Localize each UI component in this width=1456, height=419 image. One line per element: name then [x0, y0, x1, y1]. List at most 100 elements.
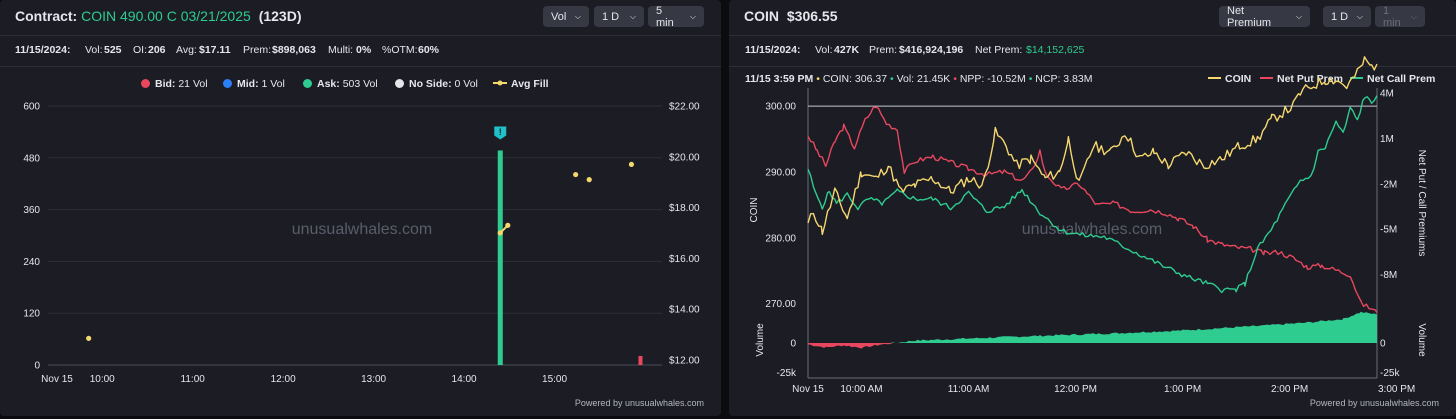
volume-bar — [497, 150, 503, 365]
volume-tick-label: 0 — [790, 339, 796, 350]
legend-noside-value: 0 Vol — [454, 78, 478, 90]
volume-tick-label: -25k — [777, 368, 797, 379]
call-line-icon — [1350, 77, 1363, 79]
y-axis-title: COIN — [749, 198, 760, 223]
interval-select-label: 5 min — [656, 4, 674, 29]
y-axis-tick-label: 270.00 — [765, 299, 796, 310]
x-axis-tick-label: 2:00 PM — [1271, 384, 1308, 395]
net-premium-header: COIN $306.55 Net Premium ⌵ 1 D ⌵ 1 min ⌵ — [729, 0, 1456, 33]
chevron-down-icon: ⌵ — [1356, 11, 1363, 21]
range-select-label: 1 D — [602, 10, 620, 23]
legend-noside-label: No Side: — [409, 78, 452, 90]
y-axis-tick-label: 0 — [34, 361, 40, 372]
stats-prem: $898,063 — [272, 44, 316, 56]
chevron-down-icon: ⌵ — [689, 11, 696, 21]
x-axis-tick-label: 13:00 — [361, 374, 386, 385]
tooltip-sep-icon: • — [1028, 73, 1033, 85]
legend-put-label: Net Put Prem — [1277, 73, 1343, 85]
contract-label: Contract: — [15, 8, 78, 24]
avg-fill-point — [505, 222, 511, 228]
watermark: unusualwhales.com — [1022, 221, 1163, 238]
volume-area-negative — [808, 343, 1377, 349]
option-flow-panel: Contract: COIN 490.00 C 03/21/2025 (123D… — [0, 0, 721, 416]
legend-call-label: Net Call Prem — [1367, 73, 1436, 85]
stats-oi-label: OI: — [133, 44, 148, 56]
y-axis-tick-label: 240 — [23, 257, 40, 268]
legend-bid[interactable]: Bid: 21 Vol — [141, 78, 208, 90]
legend-bid-value: 21 Vol — [178, 78, 208, 90]
contract-name[interactable]: COIN 490.00 C 03/21/2025 — [81, 8, 251, 24]
ticker-title: COIN $306.55 — [744, 8, 838, 24]
stats-prem: $416,924,196 — [899, 44, 964, 56]
coin-line-icon — [1208, 77, 1221, 79]
legend-coin-label: COIN — [1225, 73, 1252, 85]
avg-fill-point — [86, 335, 92, 341]
hover-tooltip: 11/15 3:59 PM • COIN: 306.37 • Vol: 21.4… — [745, 73, 1092, 85]
volume-tick-label: -25k — [1380, 368, 1400, 379]
x-axis-tick-label: 10:00 — [90, 374, 115, 385]
y2-axis-tick-label: $14.00 — [669, 305, 700, 316]
ticker-stats-bar: 11/15/2024: Vol: 427K Prem: $416,924,196… — [729, 35, 1456, 67]
x-axis-tick-label: 14:00 — [452, 374, 477, 385]
x-axis-tick-label: 15:00 — [542, 374, 567, 385]
stats-vol: 427K — [834, 44, 860, 56]
volume-tick-label: 0 — [1380, 339, 1386, 350]
legend-put[interactable]: Net Put Prem — [1260, 73, 1343, 85]
legend-noside[interactable]: No Side: 0 Vol — [395, 78, 478, 90]
alert-marker-icon — [494, 126, 507, 140]
chevron-down-icon: ⌵ — [574, 11, 581, 21]
metric-select-label: Vol — [551, 10, 567, 23]
y2-axis-tick-label: $18.00 — [669, 203, 700, 214]
y-axis-tick-label: 360 — [23, 205, 40, 216]
y2-axis-tick-label: $22.00 — [669, 102, 700, 113]
watermark: unusualwhales.com — [292, 221, 433, 238]
volume-bar — [638, 355, 643, 365]
y-axis-tick-label: 120 — [23, 309, 40, 320]
x-axis-tick-label: 1:00 PM — [1164, 384, 1201, 395]
volume-area-positive — [808, 311, 1377, 343]
metric-select[interactable]: Vol ⌵ — [543, 6, 589, 27]
stats-multi: 0% — [356, 44, 372, 56]
stats-vol-label: Vol: — [815, 44, 833, 56]
range-select[interactable]: 1 D ⌵ — [594, 6, 644, 27]
y2-axis-tick-label: -2M — [1380, 179, 1397, 190]
y-axis-tick-label: 480 — [23, 153, 40, 164]
tooltip-sep-icon: • — [816, 73, 820, 85]
premium-mode-select[interactable]: Net Premium ⌵ — [1219, 4, 1310, 29]
chevron-down-icon: ⌵ — [629, 11, 636, 21]
legend-mid[interactable]: Mid: 1 Vol — [223, 78, 285, 90]
option-flow-header: Contract: COIN 490.00 C 03/21/2025 (123D… — [0, 0, 721, 33]
chevron-down-icon: ⌵ — [1410, 11, 1417, 21]
range-select-label: 1 D — [1331, 10, 1349, 23]
contract-dte: (123D) — [258, 8, 302, 24]
interval-select[interactable]: 5 min ⌵ — [648, 4, 704, 29]
legend-avgfill[interactable]: Avg Fill — [493, 78, 549, 90]
stats-otm: 60% — [418, 44, 440, 56]
legend-call[interactable]: Net Call Prem — [1350, 73, 1435, 85]
premium-mode-label: Net Premium — [1227, 4, 1272, 29]
avg-fill-point — [586, 177, 592, 183]
stats-date: 11/15/2024: — [745, 44, 801, 56]
net-put-prem-line — [807, 106, 1378, 314]
x-axis-tick-label: 11:00 — [181, 374, 206, 385]
x-axis-tick-label: 12:00 PM — [1054, 384, 1097, 395]
legend-coin[interactable]: COIN — [1208, 73, 1251, 85]
stats-date: 11/15/2024: — [15, 44, 71, 56]
chevron-down-icon: ⌵ — [1295, 11, 1302, 21]
legend-bid-label: Bid: — [155, 78, 176, 90]
x-axis-tick-label: Nov 15 — [792, 384, 824, 395]
stats-avg-label: Avg: — [176, 44, 197, 56]
stats-multi-label: Multi: — [328, 44, 354, 56]
footer-credit[interactable]: Powered by unusualwhales.com — [574, 398, 704, 408]
tooltip-sep-icon: • — [889, 73, 894, 85]
legend-ask[interactable]: Ask: 503 Vol — [303, 78, 378, 90]
ticker-symbol[interactable]: COIN — [744, 8, 779, 24]
range-select[interactable]: 1 D ⌵ — [1323, 6, 1371, 27]
avg-fill-point — [497, 230, 503, 236]
legend-avgfill-label: Avg Fill — [511, 78, 549, 90]
tooltip-vol: Vol: 21.45K — [896, 73, 951, 85]
footer-credit[interactable]: Powered by unusualwhales.com — [1309, 398, 1439, 408]
tooltip-time: 11/15 3:59 PM — [745, 73, 814, 85]
tooltip-npp: NPP: -10.52M — [959, 73, 1026, 85]
stats-avg: $17.11 — [199, 44, 231, 56]
